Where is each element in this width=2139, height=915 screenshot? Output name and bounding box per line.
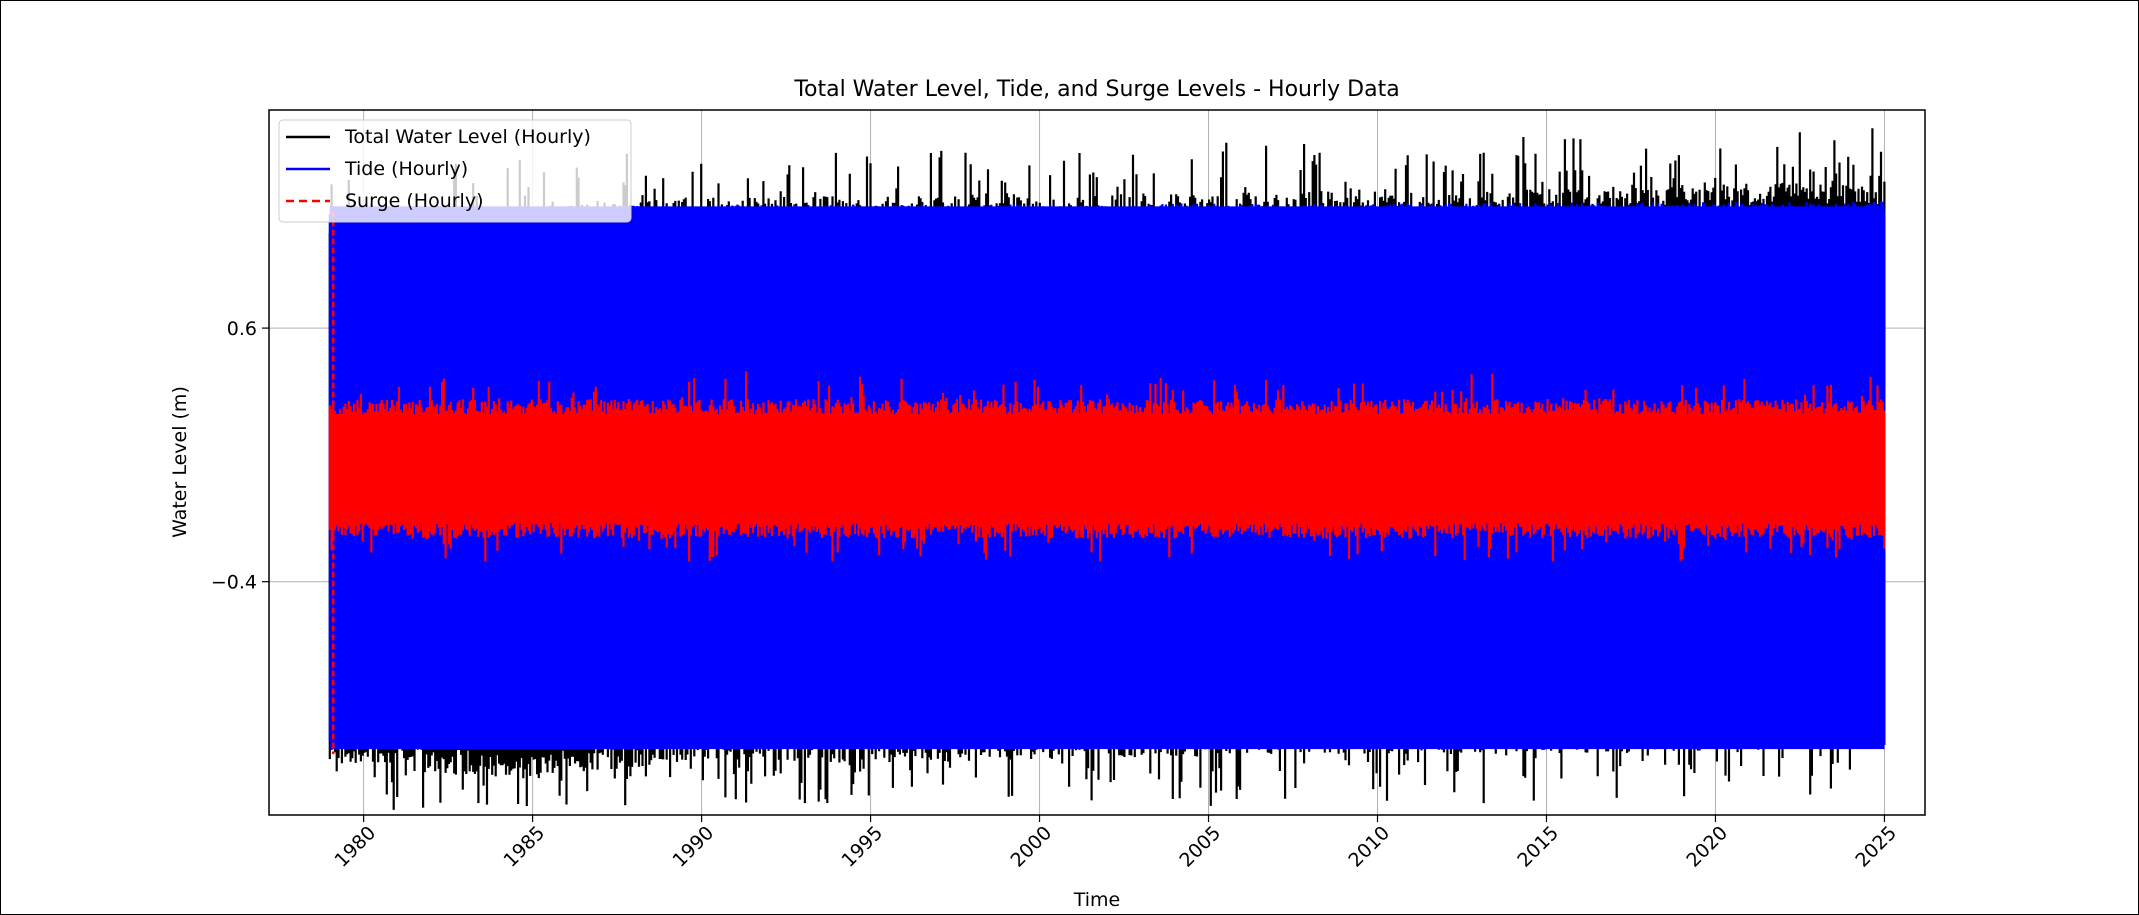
x-tick-label: 2025 — [1851, 822, 1901, 872]
legend-label-surge: Surge (Hourly) — [345, 190, 483, 212]
plot-area — [268, 109, 1926, 816]
x-tick-label: 1995 — [837, 822, 887, 872]
legend-label-tide: Tide (Hourly) — [344, 158, 468, 180]
x-tick-label: 1985 — [499, 822, 549, 872]
series-surge — [328, 371, 1886, 562]
x-axis-label: Time — [1073, 889, 1121, 911]
y-tick-label: 0.6 — [227, 318, 257, 340]
legend: Total Water Level (Hourly) Tide (Hourly)… — [278, 119, 632, 223]
x-tick-label: 1980 — [331, 822, 381, 872]
x-tick-label: 2010 — [1344, 822, 1394, 872]
y-tick-label: −0.4 — [211, 572, 257, 594]
legend-label-total: Total Water Level (Hourly) — [344, 126, 591, 148]
x-tick-label: 2000 — [1006, 822, 1056, 872]
x-tick-label: 2015 — [1513, 822, 1563, 872]
x-tick-label: 1990 — [668, 822, 718, 872]
y-axis-label: Water Level (m) — [169, 386, 191, 538]
x-tick-label: 2005 — [1175, 822, 1225, 872]
legend-box — [278, 119, 632, 223]
chart-title: Total Water Level, Tide, and Surge Level… — [793, 77, 1399, 102]
x-tick-label: 2020 — [1682, 822, 1732, 872]
plot-data — [328, 128, 1886, 810]
